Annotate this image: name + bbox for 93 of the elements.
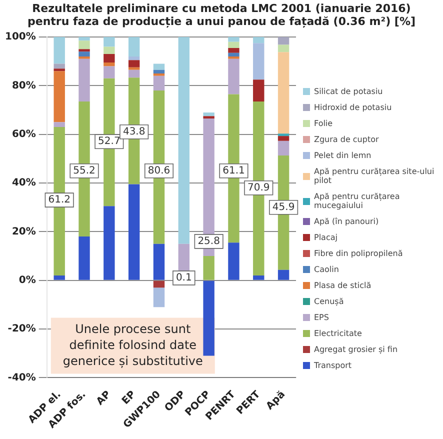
- bar: [153, 280, 165, 288]
- bar: [253, 37, 264, 44]
- bar: [203, 280, 214, 356]
- bar: [278, 37, 290, 45]
- bar: [128, 70, 140, 78]
- chart-subtitle: pentru faza de producție a unui panou de fațadă (0.36 m²) [%]: [26, 15, 417, 28]
- bar: [78, 58, 90, 102]
- legend-label: EPS: [314, 313, 329, 322]
- bar: [203, 112, 214, 116]
- legend-label: Placaj: [314, 233, 338, 242]
- bar: [128, 60, 140, 68]
- annotation: 52.7: [98, 136, 120, 148]
- annotation: 70.9: [248, 182, 270, 194]
- bar: [78, 37, 90, 41]
- bar: [104, 46, 115, 54]
- bar: [228, 48, 240, 53]
- bar: [228, 242, 240, 280]
- bar: [278, 270, 290, 280]
- y-tick-label: 60%: [12, 128, 36, 140]
- chart-title: Rezultatele preliminare cu metoda LMC 2001 (ianuarie 2016): [31, 2, 412, 15]
- bar: [228, 52, 240, 56]
- bar: [253, 80, 264, 102]
- bar: [78, 49, 90, 52]
- bar: [203, 116, 214, 119]
- bar: [78, 52, 90, 56]
- annotation: 61.1: [222, 165, 245, 176]
- bar: [153, 288, 165, 308]
- y-tick-label: 100%: [4, 32, 36, 43]
- annotation: 55.2: [73, 165, 96, 176]
- bar: [128, 67, 140, 70]
- bar: [278, 134, 290, 136]
- legend-label: Plasa de sticlă: [314, 281, 372, 290]
- bar: [54, 37, 65, 64]
- bar: [228, 42, 240, 48]
- annotation: 25.8: [198, 236, 220, 248]
- bar: [228, 37, 240, 42]
- legend-label: Electricitate: [314, 329, 362, 338]
- bar: [54, 275, 65, 280]
- bar: [153, 70, 165, 74]
- annotation: 80.6: [148, 165, 170, 176]
- legend-label: Folie: [314, 119, 333, 128]
- annotation: 0.1: [176, 272, 192, 284]
- bar: [54, 64, 65, 69]
- bar: [153, 64, 165, 70]
- legend-label: Apă (în panouri): [314, 217, 379, 226]
- bar: [153, 244, 165, 280]
- bar: [253, 275, 264, 280]
- y-tick-label: 80%: [12, 80, 36, 92]
- x-tick-label: AP: [94, 389, 114, 408]
- y-tick-label: 40%: [12, 178, 36, 189]
- y-tick-label: -20%: [8, 324, 36, 335]
- annotation: 61.2: [48, 194, 70, 206]
- bar: [278, 136, 290, 141]
- bar: [78, 40, 90, 50]
- bar: [128, 56, 140, 60]
- legend-label: Agregat grosier și fin: [314, 345, 398, 354]
- bar: [128, 37, 140, 56]
- bar: [78, 236, 90, 280]
- bar: [104, 37, 115, 47]
- bar: [278, 44, 290, 52]
- y-tick-label: -40%: [8, 372, 36, 384]
- bar: [54, 122, 65, 128]
- legend-label: Silicat de potasiu: [314, 87, 383, 96]
- legend-label: Zgura de cuptor: [314, 135, 379, 144]
- bar: [153, 76, 165, 91]
- bar: [253, 43, 264, 80]
- bar: [203, 256, 214, 280]
- bar: [178, 37, 190, 244]
- annotation: 45.9: [272, 202, 295, 213]
- bar: [54, 68, 65, 72]
- bar: [128, 184, 140, 280]
- legend-label: Caolin: [314, 265, 339, 274]
- legend-label: Transport: [314, 361, 352, 370]
- bar: [104, 66, 115, 78]
- annotation: 43.8: [122, 126, 146, 138]
- bar: [228, 58, 240, 94]
- bar: [104, 62, 115, 66]
- bar: [78, 56, 90, 59]
- y-tick-label: 20%: [12, 226, 36, 238]
- legend-label: Fibre din polipropilenă: [314, 249, 403, 258]
- legend-label: Apă pentru curățarea mucegaiului: [314, 192, 401, 210]
- bar: [104, 206, 115, 280]
- bar: [278, 52, 290, 134]
- y-tick-label: 0%: [18, 274, 36, 286]
- legend-label: Hidroxid de potasiu: [314, 103, 392, 112]
- bar: [278, 140, 290, 156]
- annotation: Unele procese sunt definite folosind date generice și substitutive: [62, 322, 203, 368]
- legend-label: Cenușă: [314, 297, 344, 306]
- bar: [104, 54, 115, 63]
- bar: [228, 56, 240, 59]
- legend-label: Apă pentru curățarea site-ului pilot: [314, 167, 436, 185]
- legend-label: Pelet din lemn: [314, 151, 372, 160]
- bar: [54, 71, 65, 122]
